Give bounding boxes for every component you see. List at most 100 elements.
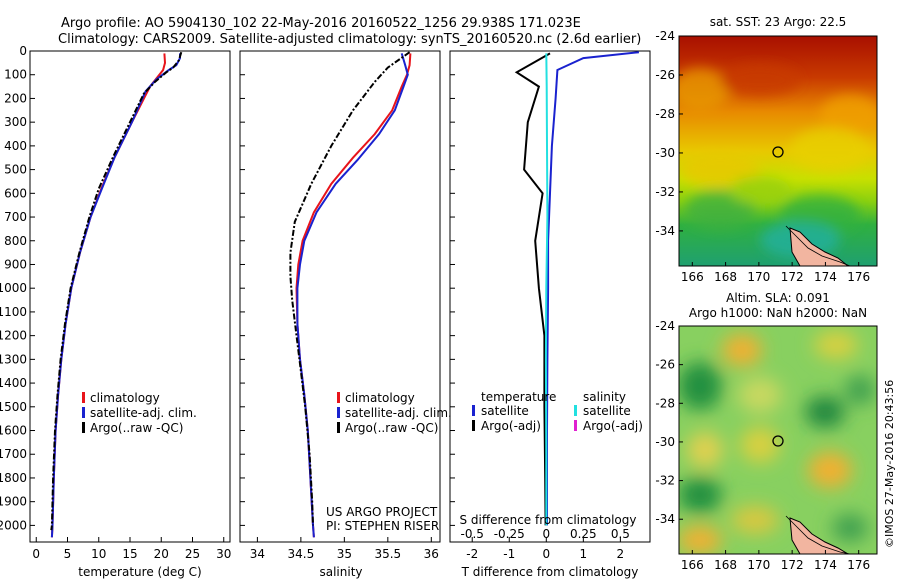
map-x-tick-label: 176 bbox=[847, 270, 870, 284]
depth-tick-label: 1200 bbox=[0, 329, 27, 343]
map-x-tick-label: 166 bbox=[681, 270, 704, 284]
legend-swatch-climatology bbox=[82, 392, 85, 403]
depth-tick-label: 700 bbox=[4, 210, 27, 224]
map-x-tick-label: 174 bbox=[814, 270, 837, 284]
depth-tick-label: 300 bbox=[4, 115, 27, 129]
difference-x-label: T difference from climatology bbox=[461, 565, 639, 579]
depth-tick-label: 100 bbox=[4, 68, 27, 82]
legend-title-salinity: salinity bbox=[583, 390, 626, 404]
legend-swatch-s-argo bbox=[574, 420, 577, 431]
legend-swatch-satellite bbox=[82, 407, 85, 418]
x-tick-label: 0 bbox=[542, 547, 550, 561]
salinity-legend: climatology satellite-adj. clim. Argo(..… bbox=[337, 391, 452, 435]
salinity-series bbox=[289, 51, 412, 538]
sst-map-title: sat. SST: 23 Argo: 22.5 bbox=[710, 15, 847, 29]
x-tick-label: 36 bbox=[424, 547, 439, 561]
x-tick-label: 20 bbox=[154, 547, 169, 561]
map-x-tick-label: 166 bbox=[681, 558, 704, 572]
map-y-tick-label: -32 bbox=[655, 185, 675, 199]
sla-map-field bbox=[679, 326, 877, 554]
x-tick-label: 0 bbox=[32, 547, 40, 561]
series-line bbox=[296, 53, 409, 538]
depth-tick-label: 1000 bbox=[0, 281, 27, 295]
x-tick-label: 25 bbox=[185, 547, 200, 561]
depth-tick-label: 400 bbox=[4, 139, 27, 153]
legend-label-s-argo: Argo(-adj) bbox=[583, 419, 643, 433]
sst-map-frame bbox=[678, 35, 878, 267]
depth-tick-label: 1300 bbox=[0, 352, 27, 366]
legend-swatch-t-satellite bbox=[472, 405, 475, 416]
map-y-tick-label: -30 bbox=[655, 146, 675, 160]
series-line bbox=[514, 52, 551, 526]
difference-top-label: S difference from climatology bbox=[460, 513, 637, 527]
series-line bbox=[295, 53, 412, 538]
map-y-tick-label: -30 bbox=[655, 435, 675, 449]
map-y-tick-label: -34 bbox=[655, 224, 675, 238]
depth-tick-label: 800 bbox=[4, 234, 27, 248]
series-line bbox=[50, 51, 183, 531]
map-x-tick-label: 172 bbox=[781, 558, 804, 572]
salinity-x-ticks: 34 34.5 35 35.5 36 bbox=[250, 537, 439, 561]
map-x-tick-label: 176 bbox=[847, 558, 870, 572]
depth-tick-label: 2000 bbox=[0, 518, 27, 532]
map-x-tick-label: 168 bbox=[714, 558, 737, 572]
header-line-2: Climatology: CARS2009. Satellite-adjuste… bbox=[58, 32, 641, 47]
sst-map-y-ticks: -24 -26 -28 -30 -32 -34 bbox=[655, 29, 683, 238]
map-y-tick-label: -24 bbox=[655, 319, 675, 333]
depth-tick-label: 200 bbox=[4, 91, 27, 105]
legend-swatch-satellite bbox=[337, 407, 340, 418]
x-tick-label: 30 bbox=[216, 547, 231, 561]
sla-map-x-ticks: 166 168 170 172 174 176 bbox=[681, 550, 870, 572]
sla-map-title: Altim. SLA: 0.091 bbox=[726, 291, 830, 305]
x-tick-label: 34.5 bbox=[288, 547, 315, 561]
legend-title-temperature: temperature bbox=[481, 390, 556, 404]
legend-label-climatology: climatology bbox=[345, 391, 415, 405]
depth-tick-label: 1100 bbox=[0, 305, 27, 319]
legend-swatch-argo bbox=[337, 422, 340, 433]
legend-label-argo: Argo(..raw -QC) bbox=[90, 421, 183, 435]
credit-line-1: US ARGO PROJECT bbox=[326, 505, 438, 519]
legend-label-satellite: satellite-adj. clim. bbox=[345, 406, 452, 420]
legend-swatch-argo bbox=[82, 422, 85, 433]
legend-swatch-climatology bbox=[337, 392, 340, 403]
top-tick-label: 0.25 bbox=[570, 527, 597, 541]
sla-map-subtitle: Argo h1000: NaN h2000: NaN bbox=[689, 306, 867, 320]
depth-tick-label: 1900 bbox=[0, 495, 27, 509]
top-tick-label: -0.25 bbox=[494, 527, 525, 541]
x-tick-label: 15 bbox=[122, 547, 137, 561]
header-line-1: Argo profile: AO 5904130_102 22-May-2016… bbox=[61, 16, 581, 31]
depth-tick-label: 1800 bbox=[0, 471, 27, 485]
legend-swatch-t-argo bbox=[472, 420, 475, 431]
top-tick-label: 0 bbox=[542, 527, 550, 541]
salinity-x-label: salinity bbox=[319, 565, 362, 579]
map-x-tick-label: 170 bbox=[747, 270, 770, 284]
temperature-legend: climatology satellite-adj. clim. Argo(..… bbox=[82, 391, 197, 435]
map-y-tick-label: -24 bbox=[655, 29, 675, 43]
temperature-x-ticks: 0 5 10 15 20 25 30 bbox=[32, 537, 231, 561]
map-x-tick-label: 168 bbox=[714, 270, 737, 284]
map-y-tick-label: -34 bbox=[655, 512, 675, 526]
map-x-tick-label: 174 bbox=[814, 558, 837, 572]
depth-tick-label: 500 bbox=[4, 163, 27, 177]
x-tick-label: 5 bbox=[64, 547, 72, 561]
depth-tick-label: 1600 bbox=[0, 424, 27, 438]
top-tick-label: -0.5 bbox=[461, 527, 484, 541]
legend-label-climatology: climatology bbox=[90, 391, 160, 405]
difference-top-ticks: -0.5 -0.25 0 0.25 0.5 bbox=[461, 527, 630, 541]
legend-label-argo: Argo(..raw -QC) bbox=[345, 421, 438, 435]
difference-legend: temperature satellite Argo(-adj) salinit… bbox=[472, 390, 643, 433]
map-x-tick-label: 170 bbox=[747, 558, 770, 572]
sla-argo-position-marker bbox=[772, 435, 784, 447]
x-tick-label: 10 bbox=[91, 547, 106, 561]
credit-line-2: PI: STEPHEN RISER bbox=[326, 519, 439, 533]
difference-plot-frame bbox=[449, 50, 651, 543]
map-x-tick-label: 172 bbox=[781, 270, 804, 284]
imos-timestamp: ©IMOS 27-May-2016 20:43:56 bbox=[883, 380, 896, 548]
legend-label-t-argo: Argo(-adj) bbox=[481, 419, 541, 433]
sla-map-y-ticks: -24 -26 -28 -30 -32 -34 bbox=[655, 319, 683, 526]
map-y-tick-label: -26 bbox=[655, 358, 675, 372]
depth-tick-label: 1700 bbox=[0, 447, 27, 461]
map-y-tick-label: -32 bbox=[655, 474, 675, 488]
temperature-x-label: temperature (deg C) bbox=[78, 565, 201, 579]
